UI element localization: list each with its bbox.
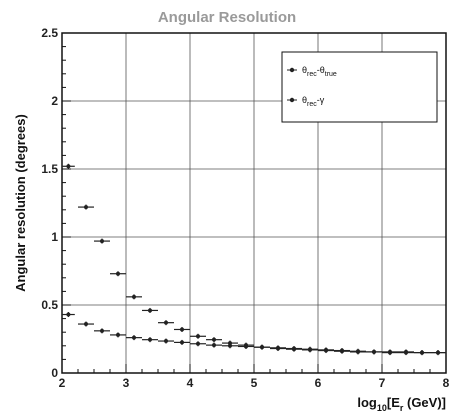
data-point (196, 334, 200, 339)
data-point (148, 308, 152, 313)
x-tick-label: 2 (59, 376, 66, 390)
tick-labels: 2 3 4 5 6 7 8 0 0.5 1 1.5 2 2.5 (41, 26, 449, 390)
data-point (420, 350, 424, 355)
data-point (388, 350, 392, 355)
legend-label: θrec-γ (302, 95, 325, 108)
data-point (180, 340, 184, 345)
data-point (404, 350, 408, 355)
data-point (66, 312, 71, 317)
data-point (260, 345, 264, 350)
x-tick-label: 8 (443, 376, 450, 390)
x-tick-label: 4 (187, 376, 194, 390)
y-axis-label: Angular resolution (degrees) (13, 114, 28, 292)
data-point (116, 332, 120, 337)
data-point (84, 322, 88, 327)
data-point (100, 239, 104, 244)
data-point (244, 343, 248, 348)
data-point (132, 335, 136, 340)
data-point (372, 349, 376, 354)
legend-label: θrec-θtrue (302, 65, 337, 78)
axis-ticks (61, 32, 447, 374)
data-point (164, 320, 168, 325)
data-point (276, 346, 280, 351)
x-tick-label: 7 (379, 376, 386, 390)
y-tick-label: 1.5 (41, 162, 58, 176)
y-tick-label: 1 (51, 230, 58, 244)
data-point (436, 350, 440, 355)
y-tick-label: 2.5 (41, 26, 58, 40)
data-point (228, 341, 232, 346)
data-point (308, 347, 312, 352)
data-points (62, 163, 446, 356)
data-point (324, 348, 328, 353)
y-tick-label: 0.5 (41, 298, 58, 312)
x-tick-label: 5 (251, 376, 258, 390)
y-tick-label: 0 (51, 366, 58, 380)
legend-box (281, 51, 438, 123)
data-point (164, 339, 168, 344)
data-point (132, 294, 136, 299)
x-tick-label: 6 (315, 376, 322, 390)
data-point (292, 347, 296, 352)
data-point (100, 328, 104, 333)
series-2 (62, 163, 446, 356)
data-point (356, 349, 360, 354)
legend: θrec-θtrue θrec-γ (281, 51, 438, 123)
data-point (84, 205, 88, 210)
chart-title: Angular Resolution (158, 9, 296, 26)
data-point (116, 271, 120, 276)
x-tick-label: 3 (123, 376, 130, 390)
data-point (340, 349, 344, 354)
data-point (66, 164, 71, 169)
x-axis-label: log10[Er (GeV)] (357, 395, 446, 413)
data-point (196, 341, 200, 346)
data-point (180, 327, 184, 332)
data-point (212, 337, 216, 342)
data-point (148, 337, 152, 342)
y-tick-label: 2 (51, 94, 58, 108)
data-point (212, 343, 216, 348)
